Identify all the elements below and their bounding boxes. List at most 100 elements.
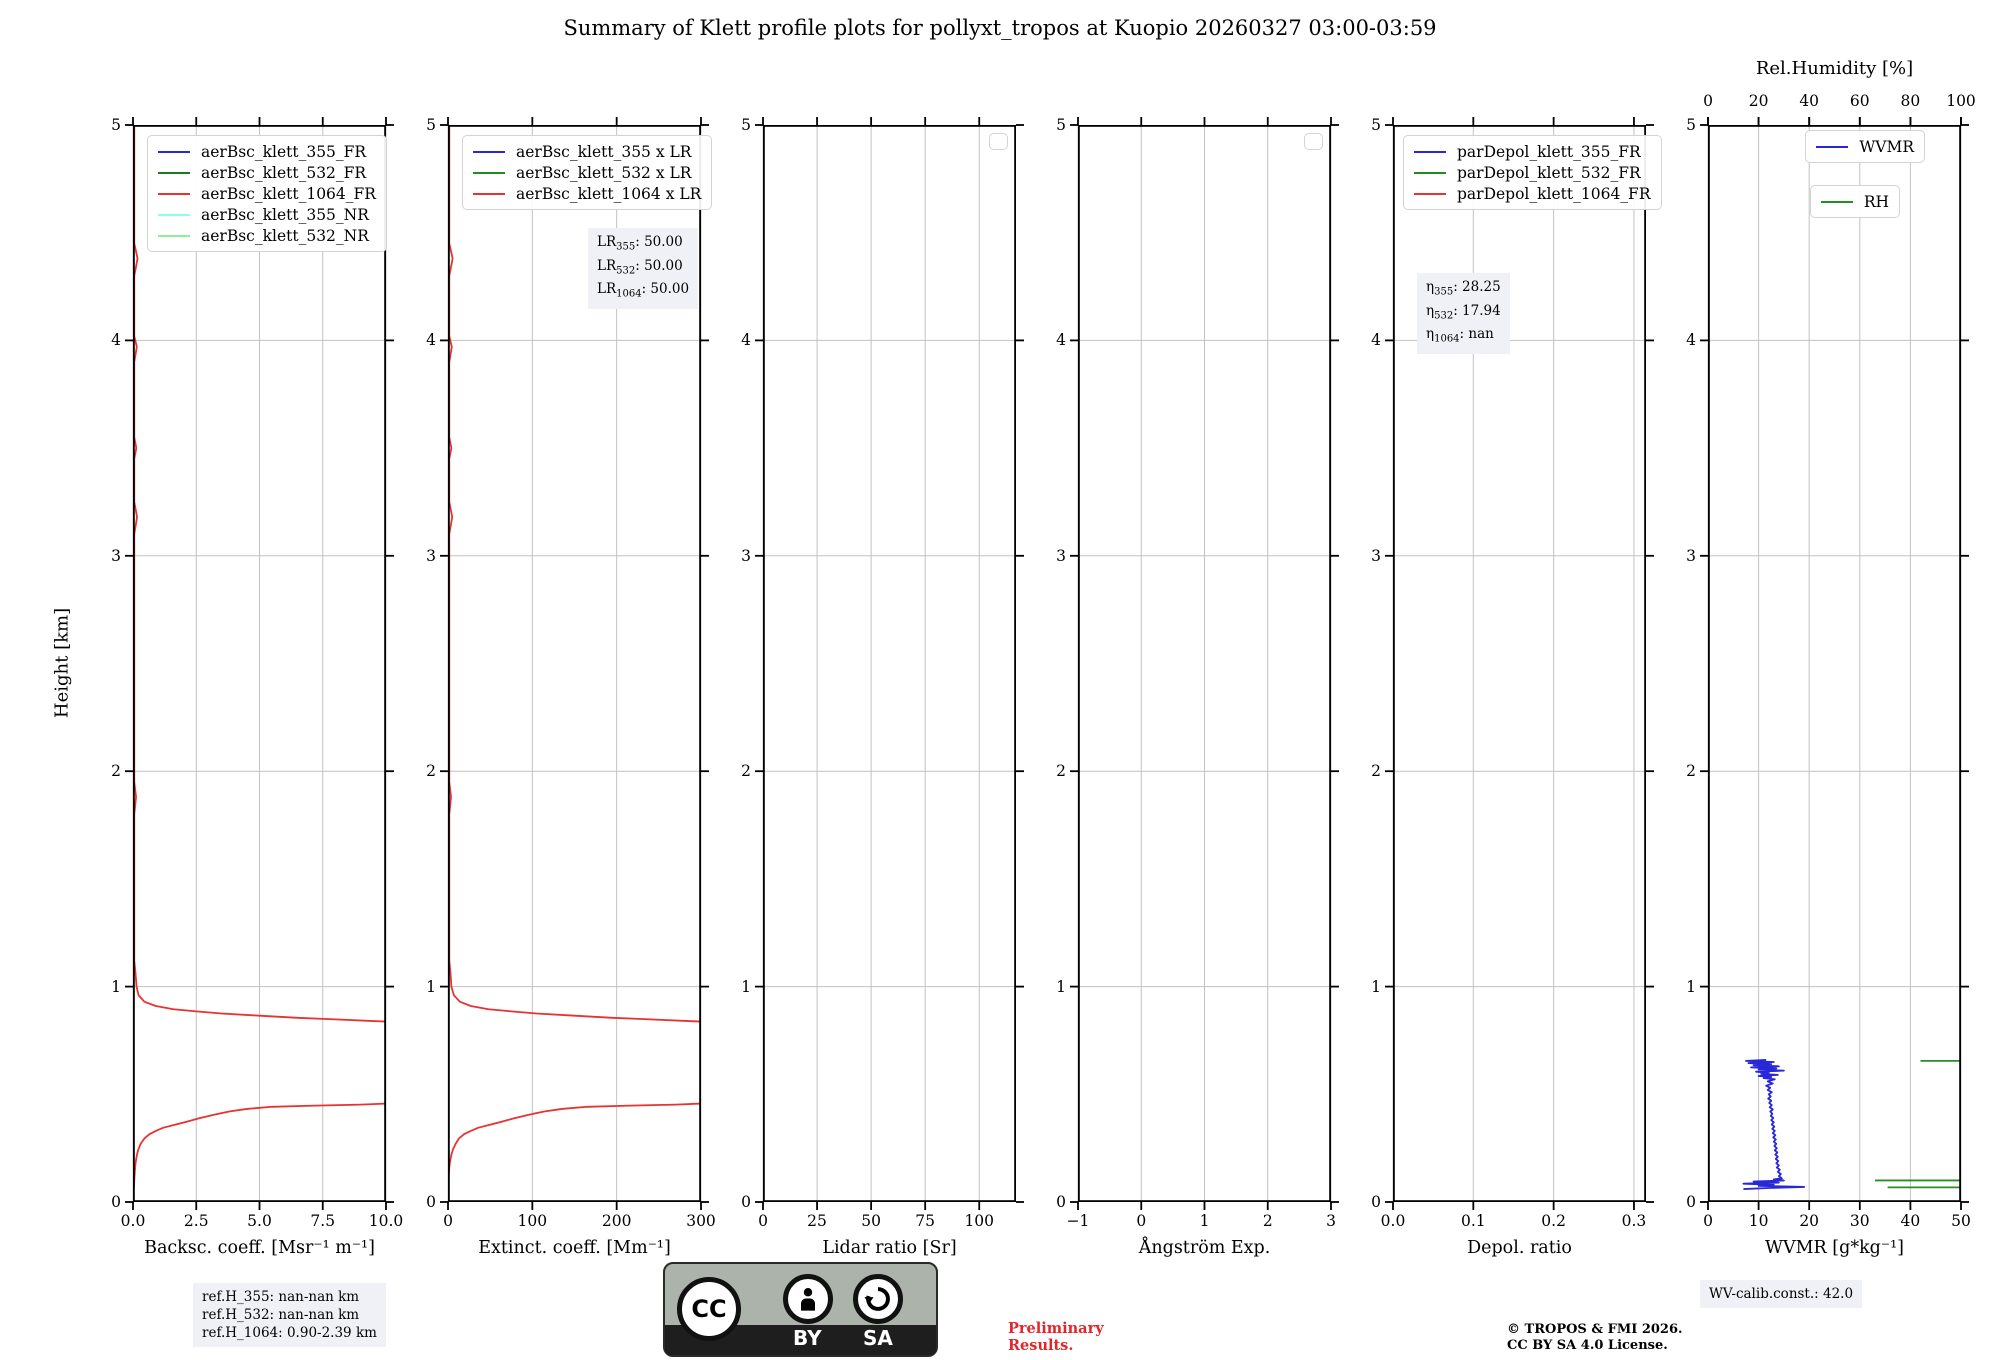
y-tick-label: 0 xyxy=(1686,1193,1696,1211)
x-tick-label: 0.2 xyxy=(1541,1212,1566,1230)
y-tick-label: 3 xyxy=(426,546,436,565)
series-group xyxy=(1742,1058,1961,1190)
y-tick-label: 5 xyxy=(111,116,121,134)
legend-label: aerBsc_klett_355_FR xyxy=(201,142,367,161)
series-aerBsc_klett_1064_FR xyxy=(133,125,386,1190)
legend-line xyxy=(473,171,505,174)
x-tick-label: 0 xyxy=(1703,1212,1713,1230)
legend-item: parDepol_klett_1064_FR xyxy=(1414,183,1651,204)
legend-item: RH xyxy=(1820,191,1889,212)
x-tick-label: 75 xyxy=(915,1212,936,1230)
legend-label: aerBsc_klett_532_FR xyxy=(201,163,367,182)
badge-by-label: BY xyxy=(793,1326,822,1350)
person-icon xyxy=(783,1274,833,1324)
x-tick-label: 50 xyxy=(861,1212,881,1230)
share-alike-glyph xyxy=(864,1287,890,1311)
y-tick-label: 5 xyxy=(426,116,436,134)
plot-canvas-backscatter xyxy=(125,117,394,1210)
legend-item: parDepol_klett_355_FR xyxy=(1414,141,1651,162)
y-tick-label: 4 xyxy=(111,331,121,350)
x-tick-label: 30 xyxy=(1849,1212,1870,1230)
x-tick-label: 0 xyxy=(1136,1212,1147,1230)
legend-item: aerBsc_klett_355 x LR xyxy=(473,141,701,162)
x-axis-label-wvmr: WVMR [g*kg⁻¹] xyxy=(1765,1238,1904,1258)
annotation-line: LR532: 50.00 xyxy=(597,257,683,277)
annotation-line: LR1064: 50.00 xyxy=(597,281,690,301)
plot-canvas-angstrom xyxy=(1070,117,1339,1210)
y-tick-label: 1 xyxy=(1056,977,1066,996)
preliminary-line: Results. xyxy=(1008,1337,1074,1354)
annotation-line: η1064: nan xyxy=(1426,326,1494,346)
legend-item: aerBsc_klett_532_FR xyxy=(158,162,376,183)
x-tick-label: 40 xyxy=(1900,1212,1921,1230)
legend-label: aerBsc_klett_355 x LR xyxy=(516,142,692,161)
ref-height-line: ref.H_532: nan-nan km xyxy=(202,1307,360,1323)
legend: RH xyxy=(1809,185,1900,218)
x-axis-label-extinction: Extinct. coeff. [Mm⁻¹] xyxy=(478,1238,671,1258)
x-tick-label: 3 xyxy=(1326,1212,1336,1230)
x-axis-label-depol-ratio: Depol. ratio xyxy=(1467,1238,1572,1258)
legend-label: parDepol_klett_1064_FR xyxy=(1457,184,1651,203)
plot-border xyxy=(132,124,386,1202)
legend-label: WVMR xyxy=(1859,137,1914,156)
plot-border xyxy=(1077,124,1331,1202)
x-tick-label: 2.5 xyxy=(183,1212,209,1230)
top-tick-label: 0 xyxy=(1703,92,1713,110)
panel-angstrom xyxy=(1070,117,1339,1210)
wv-calib-annotation: WV-calib.const.: 42.0 xyxy=(1700,1280,1863,1308)
x-tick-label: 0.0 xyxy=(120,1212,146,1230)
y-tick-label: 0 xyxy=(1371,1193,1381,1211)
legend-label: aerBsc_klett_355_NR xyxy=(201,205,369,224)
x-tick-label: 100 xyxy=(517,1212,548,1230)
legend-line xyxy=(158,213,190,216)
legend-line xyxy=(158,192,190,195)
y-tick-label: 2 xyxy=(111,762,121,781)
y-tick-label: 5 xyxy=(1686,116,1696,134)
x-tick-label: 10 xyxy=(1748,1212,1769,1230)
top-tick-label: 100 xyxy=(1946,92,1976,110)
legend-label: parDepol_klett_532_FR xyxy=(1457,163,1641,182)
x-tick-label: 100 xyxy=(964,1212,995,1230)
preliminary-note: Preliminary Results. xyxy=(1008,1320,1104,1354)
panel-annotation: η355: 28.25 η532: 17.94 η1064: nan xyxy=(1417,273,1510,355)
legend-line xyxy=(1820,200,1853,203)
x-tick-label: 1 xyxy=(1199,1212,1210,1230)
top-tick-label: 40 xyxy=(1799,92,1820,110)
y-tick-label: 3 xyxy=(1371,546,1381,565)
legend-item: aerBsc_klett_1064_FR xyxy=(158,183,376,204)
annotation-line: η532: 17.94 xyxy=(1426,302,1501,322)
legend: WVMR xyxy=(1805,130,1925,163)
legend-label: aerBsc_klett_1064_FR xyxy=(201,184,376,203)
legend-item: aerBsc_klett_1064 x LR xyxy=(473,183,701,204)
series-group xyxy=(133,125,386,1190)
share-alike-icon xyxy=(853,1274,903,1324)
tick-marks xyxy=(125,117,394,1210)
top-axis-label: Rel.Humidity [%] xyxy=(1755,58,1914,79)
tick-marks xyxy=(1070,117,1339,1210)
y-tick-label: 3 xyxy=(1056,546,1066,565)
plot-border xyxy=(762,124,1016,1202)
x-tick-label: 0.0 xyxy=(1380,1212,1406,1230)
y-axis-label: Height [km] xyxy=(51,607,73,719)
person-glyph xyxy=(801,1288,815,1311)
copyright-line: © TROPOS & FMI 2026. xyxy=(1507,1322,1683,1337)
panel-lidar-ratio xyxy=(755,117,1024,1210)
legend-label: aerBsc_klett_1064 x LR xyxy=(516,184,702,203)
y-tick-label: 2 xyxy=(741,762,751,781)
series-aerBsc_klett_1064 x LR xyxy=(448,125,701,1175)
y-tick-label: 3 xyxy=(111,546,121,565)
plot-canvas-extinction xyxy=(440,117,709,1210)
tick-marks xyxy=(1700,117,1969,1210)
legend-item: WVMR xyxy=(1816,136,1914,157)
gridlines xyxy=(762,125,1016,1202)
x-tick-label: 25 xyxy=(807,1212,827,1230)
legend-label: RH xyxy=(1863,192,1889,211)
plot-border xyxy=(1707,124,1961,1202)
legend-item: aerBsc_klett_532 x LR xyxy=(473,162,701,183)
panel-annotation: LR355: 50.00 LR532: 50.00 LR1064: 50.00 xyxy=(588,228,699,310)
legend-item: parDepol_klett_532_FR xyxy=(1414,162,1651,183)
x-tick-label: 20 xyxy=(1799,1212,1820,1230)
y-tick-label: 1 xyxy=(1686,977,1696,996)
legend-item: aerBsc_klett_532_NR xyxy=(158,225,376,246)
